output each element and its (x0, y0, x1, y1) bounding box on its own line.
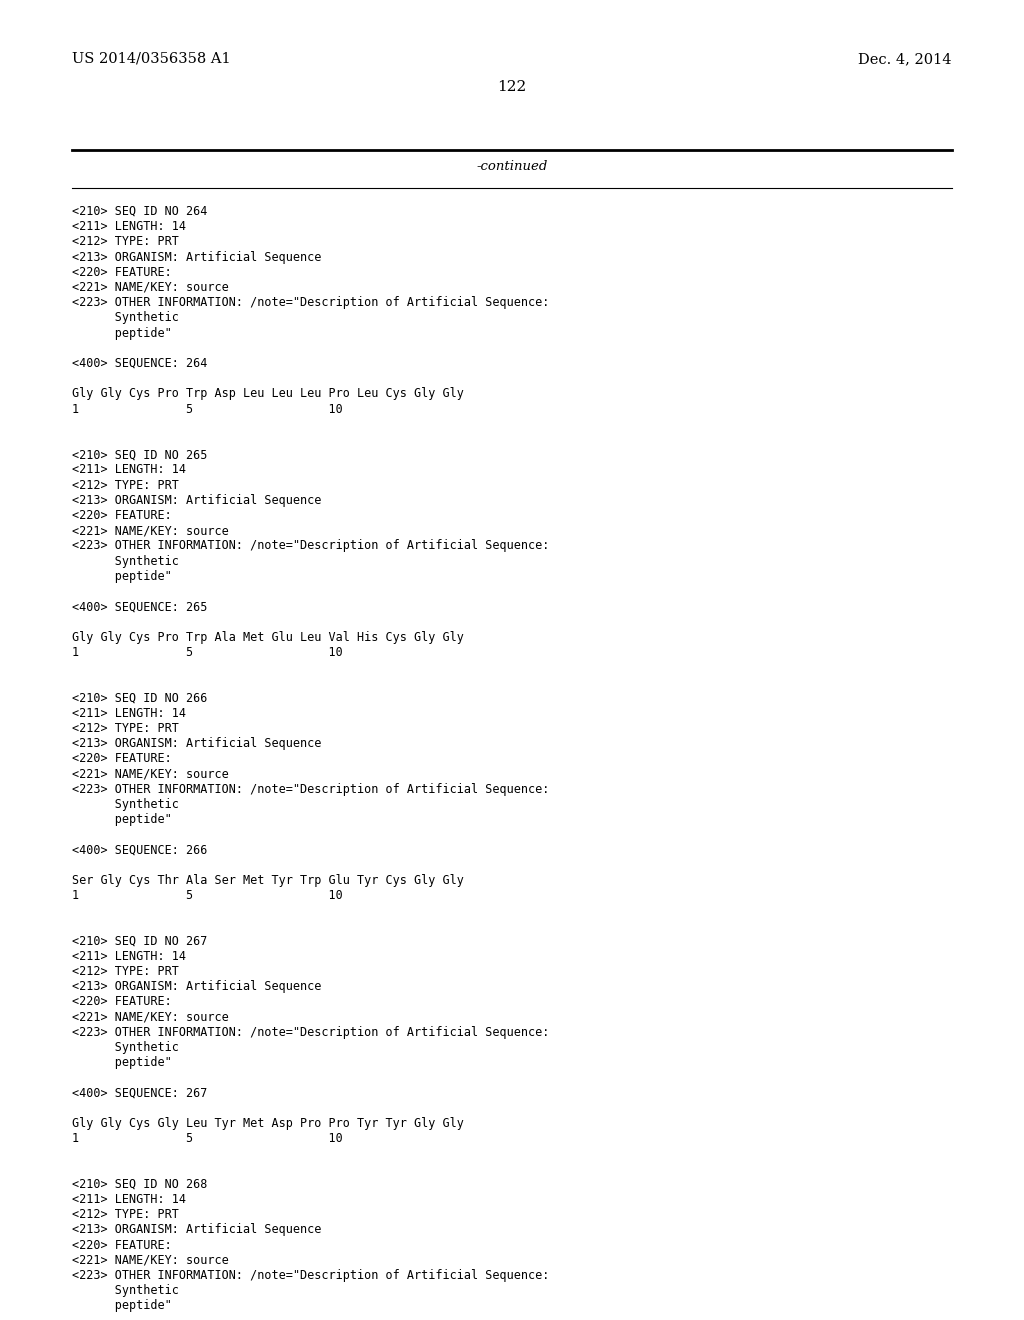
Text: 1               5                   10: 1 5 10 (72, 645, 343, 659)
Text: <220> FEATURE:: <220> FEATURE: (72, 265, 172, 279)
Text: <221> NAME/KEY: source: <221> NAME/KEY: source (72, 1254, 228, 1267)
Text: 1               5                   10: 1 5 10 (72, 1133, 343, 1146)
Text: <220> FEATURE:: <220> FEATURE: (72, 510, 172, 521)
Text: <220> FEATURE:: <220> FEATURE: (72, 995, 172, 1008)
Text: <220> FEATURE:: <220> FEATURE: (72, 752, 172, 766)
Text: <221> NAME/KEY: source: <221> NAME/KEY: source (72, 281, 228, 294)
Text: <223> OTHER INFORMATION: /note="Description of Artificial Sequence:: <223> OTHER INFORMATION: /note="Descript… (72, 540, 549, 552)
Text: <400> SEQUENCE: 264: <400> SEQUENCE: 264 (72, 356, 208, 370)
Text: US 2014/0356358 A1: US 2014/0356358 A1 (72, 51, 230, 66)
Text: <212> TYPE: PRT: <212> TYPE: PRT (72, 235, 179, 248)
Text: Gly Gly Cys Gly Leu Tyr Met Asp Pro Pro Tyr Tyr Gly Gly: Gly Gly Cys Gly Leu Tyr Met Asp Pro Pro … (72, 1117, 464, 1130)
Text: <211> LENGTH: 14: <211> LENGTH: 14 (72, 463, 186, 477)
Text: <210> SEQ ID NO 265: <210> SEQ ID NO 265 (72, 449, 208, 461)
Text: Synthetic: Synthetic (72, 554, 179, 568)
Text: <213> ORGANISM: Artificial Sequence: <213> ORGANISM: Artificial Sequence (72, 251, 322, 264)
Text: <400> SEQUENCE: 266: <400> SEQUENCE: 266 (72, 843, 208, 857)
Text: <210> SEQ ID NO 268: <210> SEQ ID NO 268 (72, 1177, 208, 1191)
Text: peptide": peptide" (72, 326, 172, 339)
Text: <211> LENGTH: 14: <211> LENGTH: 14 (72, 950, 186, 962)
Text: peptide": peptide" (72, 1299, 172, 1312)
Text: <210> SEQ ID NO 266: <210> SEQ ID NO 266 (72, 692, 208, 705)
Text: <213> ORGANISM: Artificial Sequence: <213> ORGANISM: Artificial Sequence (72, 1224, 322, 1237)
Text: peptide": peptide" (72, 1056, 172, 1069)
Text: <400> SEQUENCE: 265: <400> SEQUENCE: 265 (72, 601, 208, 614)
Text: <212> TYPE: PRT: <212> TYPE: PRT (72, 965, 179, 978)
Text: <221> NAME/KEY: source: <221> NAME/KEY: source (72, 524, 228, 537)
Text: Synthetic: Synthetic (72, 1041, 179, 1053)
Text: <212> TYPE: PRT: <212> TYPE: PRT (72, 722, 179, 735)
Text: 122: 122 (498, 81, 526, 94)
Text: <221> NAME/KEY: source: <221> NAME/KEY: source (72, 767, 228, 780)
Text: <223> OTHER INFORMATION: /note="Description of Artificial Sequence:: <223> OTHER INFORMATION: /note="Descript… (72, 1026, 549, 1039)
Text: <213> ORGANISM: Artificial Sequence: <213> ORGANISM: Artificial Sequence (72, 981, 322, 993)
Text: <223> OTHER INFORMATION: /note="Description of Artificial Sequence:: <223> OTHER INFORMATION: /note="Descript… (72, 296, 549, 309)
Text: -continued: -continued (476, 160, 548, 173)
Text: <223> OTHER INFORMATION: /note="Description of Artificial Sequence:: <223> OTHER INFORMATION: /note="Descript… (72, 783, 549, 796)
Text: <400> SEQUENCE: 267: <400> SEQUENCE: 267 (72, 1086, 208, 1100)
Text: Gly Gly Cys Pro Trp Ala Met Glu Leu Val His Cys Gly Gly: Gly Gly Cys Pro Trp Ala Met Glu Leu Val … (72, 631, 464, 644)
Text: Dec. 4, 2014: Dec. 4, 2014 (858, 51, 952, 66)
Text: <212> TYPE: PRT: <212> TYPE: PRT (72, 1208, 179, 1221)
Text: 1               5                   10: 1 5 10 (72, 403, 343, 416)
Text: <212> TYPE: PRT: <212> TYPE: PRT (72, 479, 179, 491)
Text: <210> SEQ ID NO 264: <210> SEQ ID NO 264 (72, 205, 208, 218)
Text: peptide": peptide" (72, 570, 172, 583)
Text: <213> ORGANISM: Artificial Sequence: <213> ORGANISM: Artificial Sequence (72, 737, 322, 750)
Text: <211> LENGTH: 14: <211> LENGTH: 14 (72, 220, 186, 234)
Text: <211> LENGTH: 14: <211> LENGTH: 14 (72, 706, 186, 719)
Text: <221> NAME/KEY: source: <221> NAME/KEY: source (72, 1011, 228, 1023)
Text: Synthetic: Synthetic (72, 312, 179, 325)
Text: Gly Gly Cys Pro Trp Asp Leu Leu Leu Pro Leu Cys Gly Gly: Gly Gly Cys Pro Trp Asp Leu Leu Leu Pro … (72, 387, 464, 400)
Text: <213> ORGANISM: Artificial Sequence: <213> ORGANISM: Artificial Sequence (72, 494, 322, 507)
Text: <220> FEATURE:: <220> FEATURE: (72, 1238, 172, 1251)
Text: Synthetic: Synthetic (72, 797, 179, 810)
Text: peptide": peptide" (72, 813, 172, 826)
Text: <223> OTHER INFORMATION: /note="Description of Artificial Sequence:: <223> OTHER INFORMATION: /note="Descript… (72, 1269, 549, 1282)
Text: Ser Gly Cys Thr Ala Ser Met Tyr Trp Glu Tyr Cys Gly Gly: Ser Gly Cys Thr Ala Ser Met Tyr Trp Glu … (72, 874, 464, 887)
Text: <210> SEQ ID NO 267: <210> SEQ ID NO 267 (72, 935, 208, 948)
Text: 1               5                   10: 1 5 10 (72, 888, 343, 902)
Text: Synthetic: Synthetic (72, 1284, 179, 1298)
Text: <211> LENGTH: 14: <211> LENGTH: 14 (72, 1193, 186, 1206)
